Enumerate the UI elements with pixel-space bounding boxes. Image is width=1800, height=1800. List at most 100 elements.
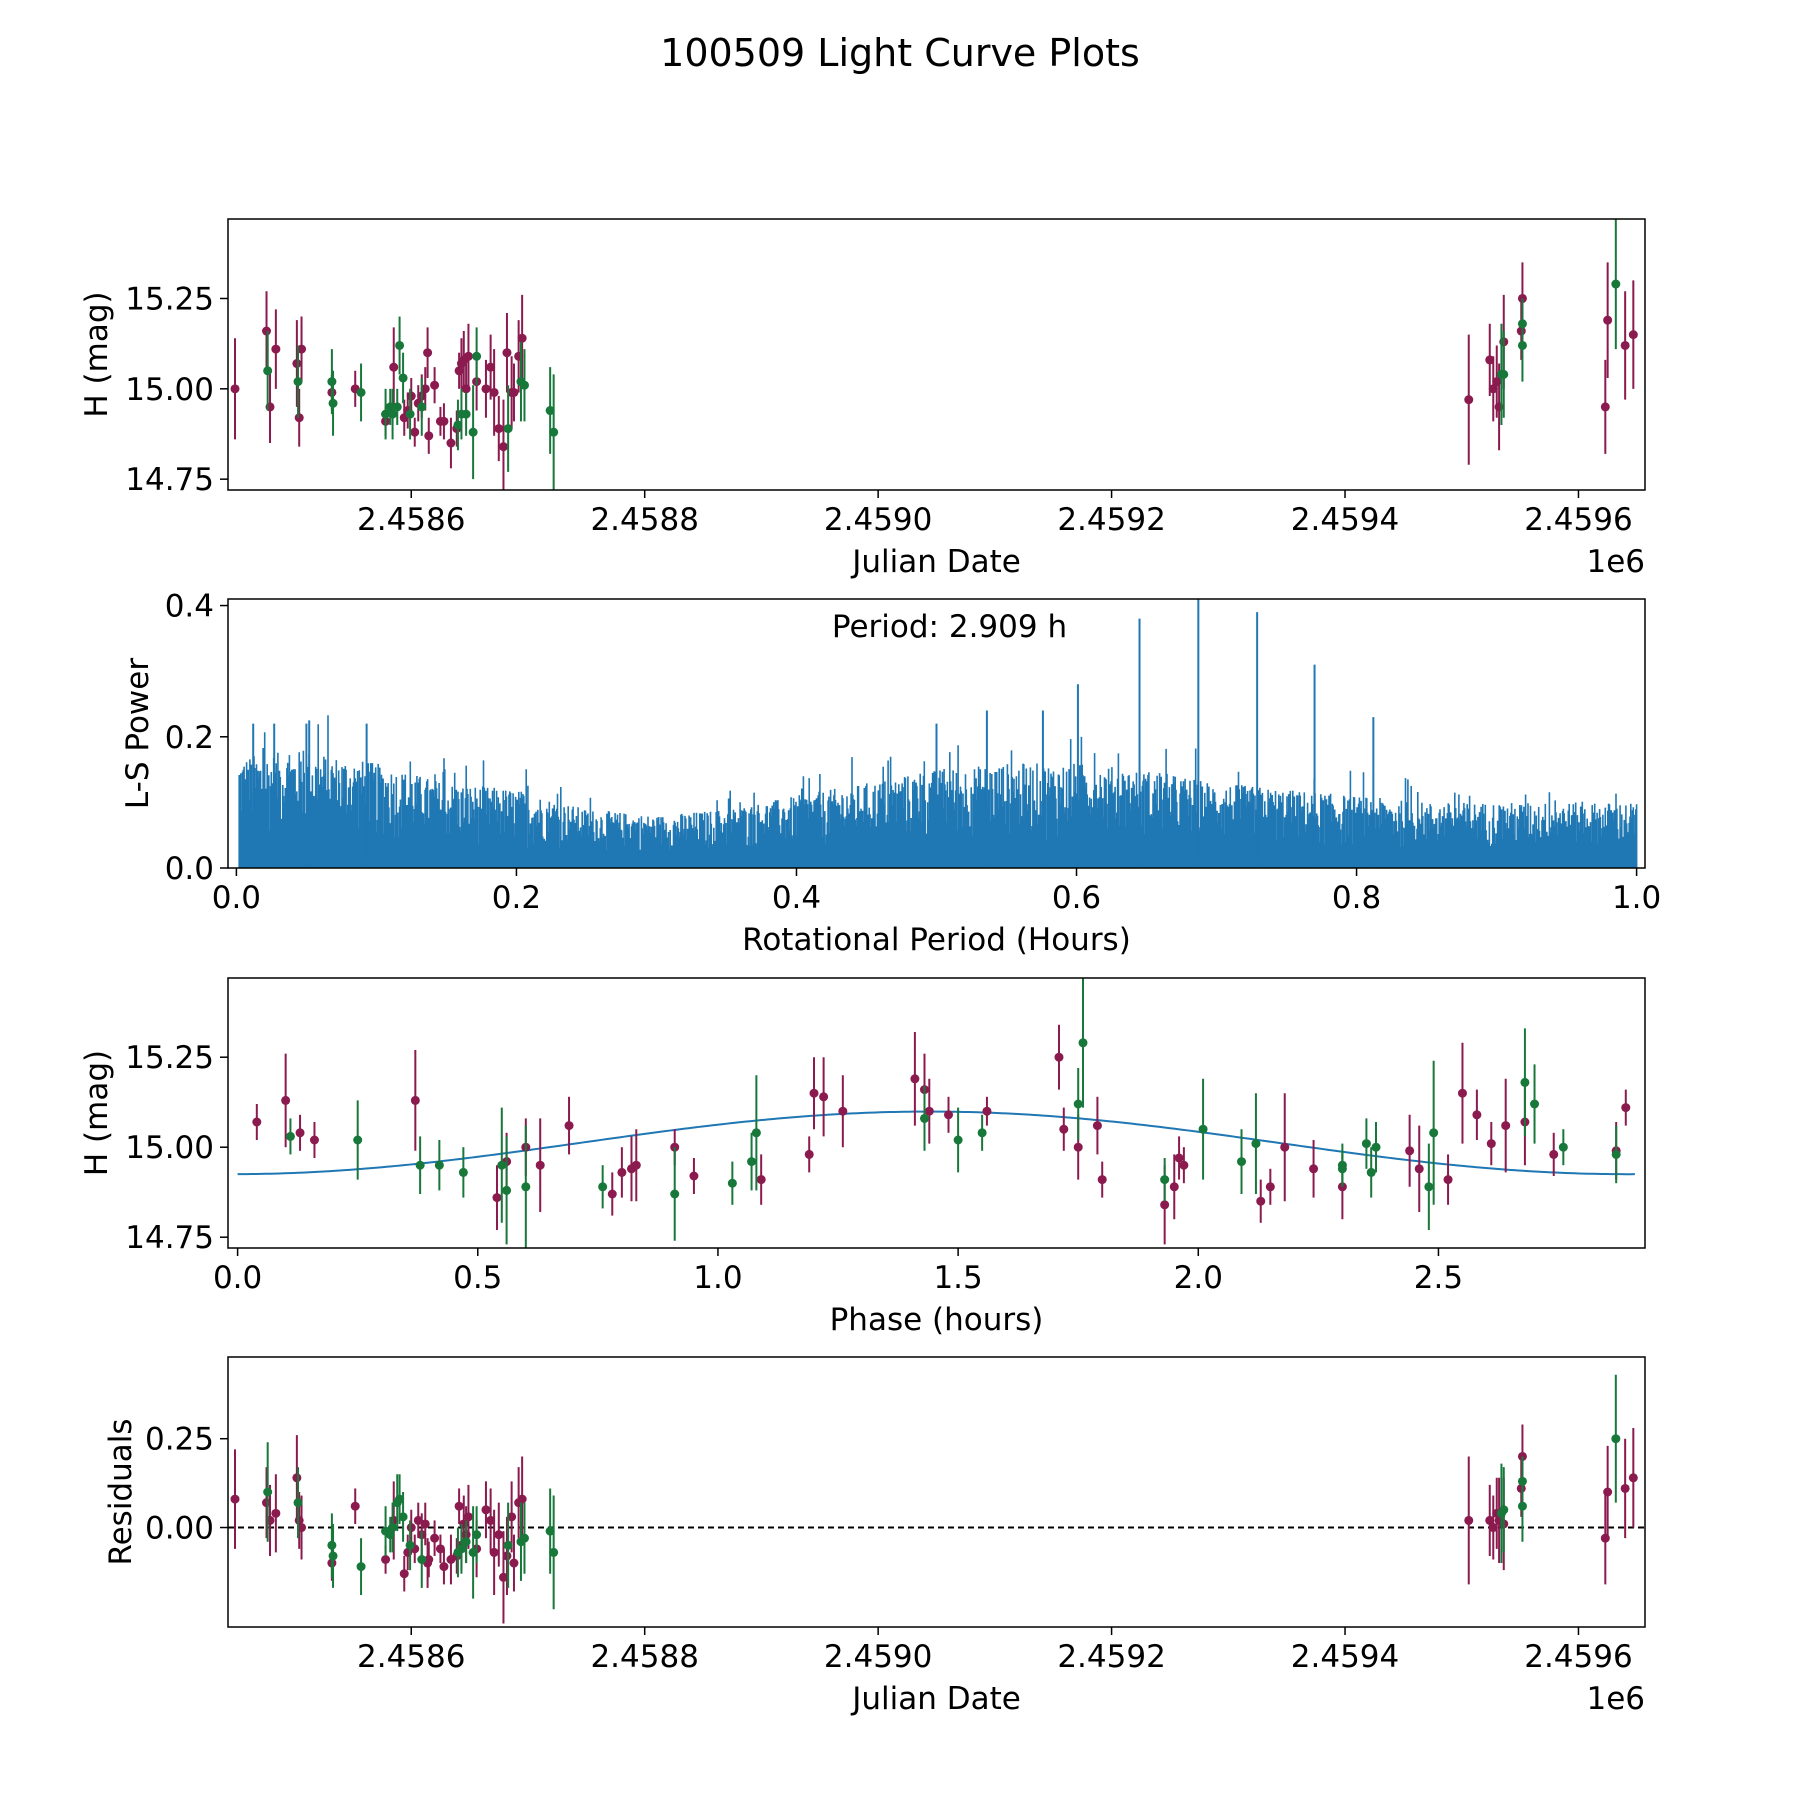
data-point <box>1628 330 1638 340</box>
data-point <box>535 1160 545 1170</box>
data-point <box>468 427 478 437</box>
data-point <box>1621 1103 1631 1113</box>
data-point <box>564 1121 574 1131</box>
data-point <box>489 1547 499 1557</box>
periodogram-base <box>239 860 1637 868</box>
data-point <box>424 431 434 441</box>
data-point <box>285 1131 295 1141</box>
data-point <box>406 391 416 401</box>
data-point <box>293 377 303 387</box>
data-point <box>509 1558 519 1568</box>
x-tick-label: 1.0 <box>1612 880 1661 916</box>
data-point <box>489 387 499 397</box>
x-tick-label: 2.4592 <box>1057 502 1165 538</box>
period-annotation: Period: 2.909 h <box>832 609 1067 645</box>
data-point <box>1092 1121 1102 1131</box>
x-axis-label: Julian Date <box>850 544 1021 580</box>
y-tick-label: 14.75 <box>125 1220 214 1256</box>
y-tick-label: 15.00 <box>125 372 214 408</box>
data-point <box>350 1501 360 1511</box>
data-point <box>293 1498 303 1508</box>
data-point <box>446 438 456 448</box>
data-point <box>271 344 281 354</box>
data-point <box>497 1160 507 1170</box>
x-tick-label: 2.4596 <box>1524 1639 1632 1675</box>
data-point <box>461 409 471 419</box>
data-point <box>399 1569 409 1579</box>
data-point <box>230 1494 240 1504</box>
data-point <box>924 1106 934 1116</box>
data-point <box>977 1128 987 1138</box>
data-point <box>328 398 338 408</box>
data-point <box>271 1508 281 1518</box>
axes-frame <box>227 598 1646 869</box>
data-point <box>498 1572 508 1582</box>
series-green <box>263 1374 1621 1610</box>
data-point <box>1059 1124 1069 1134</box>
data-point <box>434 1160 444 1170</box>
y-tick-label: 0.0 <box>165 851 214 887</box>
data-point <box>410 427 420 437</box>
data-point <box>281 1095 291 1105</box>
data-point <box>498 442 508 452</box>
data-point <box>502 1185 512 1195</box>
data-point <box>631 1160 641 1170</box>
data-point <box>252 1117 262 1127</box>
data-point <box>1558 1142 1568 1152</box>
x-tick-label: 2.5 <box>1414 1260 1463 1296</box>
data-point <box>353 1135 363 1145</box>
data-point <box>294 413 304 423</box>
data-point <box>262 326 272 336</box>
data-point <box>1414 1164 1424 1174</box>
data-point <box>517 333 527 343</box>
x-tick-label: 2.0 <box>1174 1260 1223 1296</box>
data-point <box>297 1523 307 1533</box>
data-point <box>262 1498 272 1508</box>
y-axis-label: H (mag) <box>79 291 115 417</box>
data-point <box>472 1530 482 1540</box>
data-point <box>398 373 408 383</box>
periodogram-peaks <box>252 599 1375 868</box>
y-tick-label: 0.4 <box>165 589 214 625</box>
data-point <box>1485 355 1495 365</box>
data-point <box>1443 1175 1453 1185</box>
data-point <box>1611 1149 1621 1159</box>
x-tick-label: 1.0 <box>693 1260 742 1296</box>
data-point <box>327 377 337 387</box>
data-point <box>502 348 512 358</box>
plot-area <box>238 599 1638 868</box>
data-point <box>439 416 449 426</box>
data-point <box>395 340 405 350</box>
data-point <box>417 402 427 412</box>
data-point <box>472 351 482 361</box>
data-point <box>519 1533 529 1543</box>
x-axis-label: Phase (hours) <box>830 1302 1044 1338</box>
data-point <box>549 1547 559 1557</box>
data-point <box>424 1555 434 1564</box>
data-point <box>456 1544 466 1554</box>
data-point <box>494 424 504 434</box>
data-point <box>519 380 529 390</box>
data-point <box>405 409 415 419</box>
data-point <box>1517 319 1527 329</box>
data-point <box>607 1189 617 1199</box>
x-offset-label: 1e6 <box>1586 544 1645 580</box>
x-axis-label: Julian Date <box>850 1681 1021 1717</box>
data-point <box>1251 1139 1261 1149</box>
y-tick-label: 15.25 <box>125 281 214 317</box>
data-point <box>545 406 555 416</box>
data-point <box>388 1523 398 1533</box>
axes-frame <box>227 218 1646 491</box>
data-point <box>1530 1099 1540 1109</box>
data-point <box>327 1540 337 1550</box>
data-point <box>1620 1483 1630 1493</box>
data-point <box>463 1512 473 1522</box>
data-point <box>617 1167 627 1177</box>
data-point <box>1464 1515 1474 1525</box>
data-point <box>486 362 496 372</box>
data-point <box>1078 1038 1088 1048</box>
x-tick-label: 2.4594 <box>1291 502 1399 538</box>
data-point <box>502 1551 512 1561</box>
data-point <box>420 1519 430 1529</box>
